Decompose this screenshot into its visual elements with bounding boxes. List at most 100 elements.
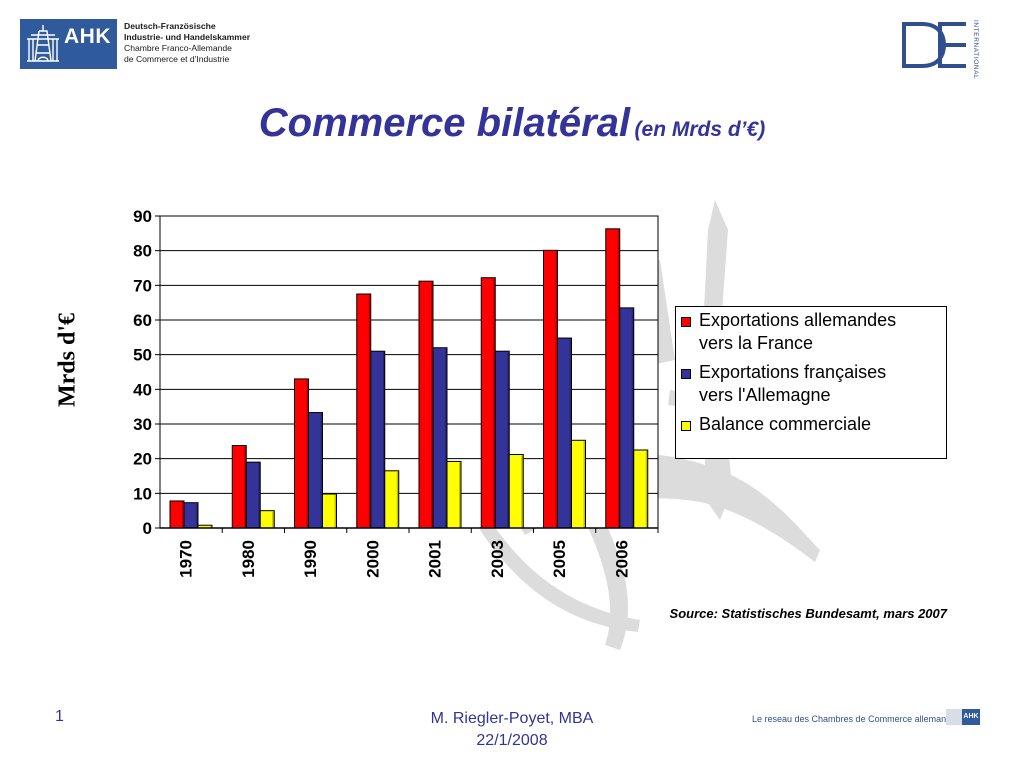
bar-shade [272,511,275,528]
ahk-line-3: Chambre Franco-Allemande [124,43,232,53]
bar-shade [459,462,461,528]
bar-shade [182,501,184,528]
de-international-logo: INTERNATIONAL [900,18,985,79]
bar [543,249,558,529]
chart-legend: Exportations allemandes vers la France E… [675,306,947,459]
legend-text: Exportations allemandes [699,310,897,330]
y-tick-label: 50 [133,346,152,365]
ahk-line-1: Deutsch-Französische [124,21,216,31]
bar-shade [320,413,323,528]
bar [370,350,386,529]
bar-shade [431,282,433,528]
ahk-small-logo: AHK [946,709,980,725]
landmarks-icon [27,25,59,62]
bar-shade [521,455,524,528]
author-block: M. Riegler-Poyet, MBA 22/1/2008 [362,708,662,752]
bar-shade [507,352,510,528]
x-tick-label: 1990 [301,540,320,578]
bar [231,444,247,529]
legend-swatch-blue [681,369,691,379]
bar-shade [631,308,634,528]
legend-text: vers l'Allemagne [699,385,831,405]
legend-text: vers la France [699,333,814,353]
legend-text: Balance commerciale [699,414,872,434]
bar [446,460,462,529]
de-logo-mark [902,22,966,68]
bar [384,470,400,529]
title-main: Commerce bilatéral [258,101,631,145]
bar [245,461,261,529]
bar-shade [258,463,261,528]
bar [183,502,199,529]
x-tick-label: 2003 [488,540,507,578]
legend-swatch-yellow [681,421,691,431]
bar [322,493,337,529]
y-tick-label: 10 [133,484,152,503]
bar [633,449,649,529]
bar [356,293,372,529]
bar [418,280,434,529]
bar-shade [645,451,648,528]
bar [605,228,621,529]
bar-shade [382,352,385,528]
y-axis-label: Mrds d'€ [54,312,81,407]
ahk-small-mark: AHK [962,709,980,725]
bar [494,350,510,529]
x-tick-label: 2005 [550,540,569,578]
bar [480,277,496,529]
x-tick-label: 2000 [363,540,382,578]
y-tick-label: 90 [133,207,152,226]
bar-shade [396,471,399,528]
y-tick-label: 0 [143,519,152,538]
x-tick-label: 2001 [426,540,445,578]
ahk-emblem: AHK [20,19,117,69]
bar-shade [493,278,496,528]
network-tagline: Le reseau des Chambres de Commerce allem… [752,714,961,724]
y-tick-label: 20 [133,450,152,469]
bar-shade [583,441,586,528]
ahk-logo: AHK Deutsch-Französische Industrie- und … [20,19,250,69]
slide-title: Commerce bilatéral (en Mrds d’€) [0,101,1024,146]
bar [557,337,572,529]
x-tick-label: 1970 [177,540,196,578]
bar-shade [445,348,447,528]
bar [308,412,323,529]
y-tick-label: 80 [133,242,152,261]
bar [571,439,586,529]
y-tick-label: 70 [133,276,152,295]
ahk-line-4: de Commerce et d'Industrie [124,54,230,64]
source-note: Source: Statistisches Bundesamt, mars 20… [669,606,947,621]
ahk-mark-text: AHK [64,25,111,48]
y-tick-label: 30 [133,415,152,434]
bar-shade [617,229,620,528]
de-international-label: INTERNATIONAL [972,20,979,80]
ahk-chamber-name: Deutsch-Französische Industrie- und Hand… [124,21,250,65]
page-number: 1 [55,708,64,725]
footer-date: 22/1/2008 [476,732,548,749]
bar [259,510,275,529]
bar [508,454,524,529]
bar-shade [244,446,247,528]
legend-swatch-red [681,317,691,327]
bar-shade [210,526,212,528]
bar-shade [306,379,309,528]
bar-shade [334,495,337,528]
x-tick-label: 2006 [612,540,631,578]
y-tick-label: 40 [133,380,152,399]
bar [432,347,448,529]
title-subtitle: (en Mrds d’€) [634,118,766,141]
bar-shade [569,339,572,528]
bar [619,307,635,529]
x-tick-label: 1980 [239,540,258,578]
legend-text: Exportations françaises [699,362,887,382]
ahk-line-2: Industrie- und Handelskammer [124,32,251,42]
bar-shade [368,295,371,528]
author-name: M. Riegler-Poyet, MBA [430,710,594,727]
bar [169,500,185,529]
y-tick-label: 60 [133,311,152,330]
bar-shade [555,251,558,528]
ahk-small-gray-block [946,709,962,725]
bar [294,378,309,529]
bar-shade [196,503,198,528]
